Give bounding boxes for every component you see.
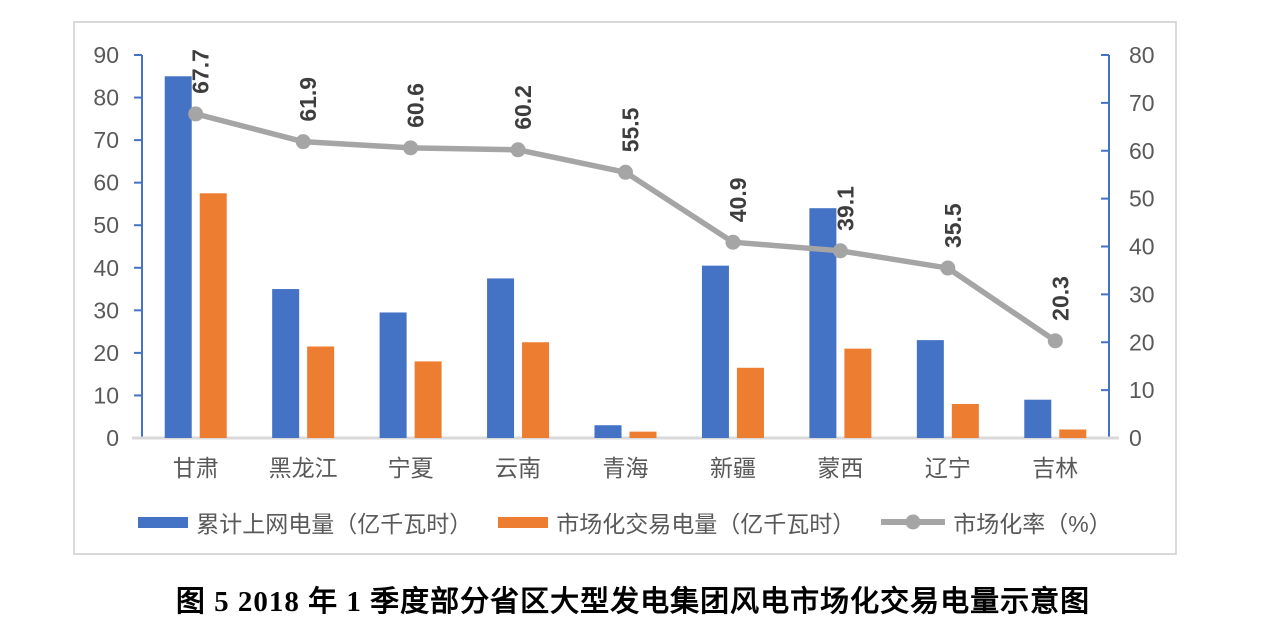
line-marker-5 <box>618 164 633 180</box>
bar-orange-9 <box>1059 429 1087 438</box>
data-label: 20.3 <box>1047 276 1073 321</box>
legend-swatch-blue-bar <box>138 516 189 528</box>
legend-label-marketization-rate: 市场化率（%） <box>953 511 1112 537</box>
bar-orange-1 <box>199 193 227 438</box>
bar-orange-6 <box>736 367 764 438</box>
bar-blue-3 <box>379 312 407 438</box>
figure-caption: 图 5 2018 年 1 季度部分省区大型发电集团风电市场化交易电量示意图 <box>175 586 1091 618</box>
data-label: 39.1 <box>832 186 858 231</box>
right-axis-tick-label: 40 <box>1129 234 1155 260</box>
bar-orange-5 <box>629 431 657 438</box>
bar-orange-4 <box>522 342 550 438</box>
right-axis-tick-label: 0 <box>1129 425 1142 451</box>
category-label: 宁夏 <box>388 455 434 481</box>
left-axis-tick-label: 70 <box>93 127 119 153</box>
line-marker-4 <box>510 142 526 158</box>
category-label: 黑龙江 <box>269 455 338 481</box>
legend-swatch-gray-line-marker <box>881 514 946 530</box>
data-label: 61.9 <box>295 77 321 122</box>
category-label: 甘肃 <box>173 455 219 481</box>
legend-item-market-traded-energy: 市场化交易电量（亿千瓦时） <box>498 505 855 539</box>
data-label: 60.6 <box>403 83 429 128</box>
right-axis-tick-label: 50 <box>1129 186 1155 212</box>
right-axis-tick-label: 70 <box>1129 90 1155 116</box>
right-axis-tick-label: 30 <box>1129 281 1155 307</box>
right-axis-tick-label: 10 <box>1129 377 1155 403</box>
legend-swatch-orange-bar <box>498 516 549 528</box>
left-axis-tick-label: 50 <box>93 212 119 238</box>
category-label: 辽宁 <box>925 455 971 481</box>
left-axis-tick-label: 60 <box>93 170 119 196</box>
chart-frame: 0 10 20 30 40 50 60 70 80 90 0 10 20 30 40 50 60 70 80 甘肃 黑龙… <box>73 21 1177 555</box>
left-axis-tick-label: 80 <box>93 85 119 111</box>
left-axis-tick-label: 30 <box>93 297 119 323</box>
bar-blue-7 <box>809 208 837 438</box>
data-label: 55.5 <box>618 107 644 152</box>
category-label: 蒙西 <box>817 455 863 481</box>
right-axis-tick-label: 60 <box>1129 138 1155 164</box>
data-label: 67.7 <box>188 49 214 94</box>
bar-blue-9 <box>1024 399 1052 438</box>
left-axis-tick-label: 0 <box>106 425 119 451</box>
left-axis-tick-label: 20 <box>93 340 119 366</box>
chart-legend: 累计上网电量（亿千瓦时） 市场化交易电量（亿千瓦时） 市场化率（%） <box>75 505 1175 539</box>
legend-item-marketization-rate: 市场化率（%） <box>881 505 1112 539</box>
right-axis-tick-label: 80 <box>1129 42 1155 68</box>
data-label: 35.5 <box>940 203 966 248</box>
right-axis-tick-label: 20 <box>1129 329 1155 355</box>
left-axis-tick-label: 90 <box>93 42 119 68</box>
bar-blue-8 <box>916 340 944 438</box>
line-marker-7 <box>832 243 848 259</box>
line-marker-3 <box>403 140 419 156</box>
bar-blue-4 <box>487 278 515 438</box>
bar-orange-3 <box>414 361 442 438</box>
bar-orange-2 <box>307 346 335 438</box>
line-marker-8 <box>940 260 956 276</box>
bar-orange-8 <box>951 403 979 438</box>
legend-item-cumulative-grid-energy: 累计上网电量（亿千瓦时） <box>138 505 472 539</box>
line-marker-6 <box>725 234 741 250</box>
category-label: 云南 <box>495 455 541 481</box>
bar-orange-7 <box>844 348 872 438</box>
bar-blue-5 <box>594 425 622 438</box>
left-axis-tick-label: 10 <box>93 382 119 408</box>
category-label: 吉林 <box>1032 455 1078 481</box>
left-axis-tick-label: 40 <box>93 255 119 281</box>
line-marker-9 <box>1047 333 1063 349</box>
category-label: 青海 <box>603 455 649 481</box>
bar-blue-6 <box>701 265 729 438</box>
category-label: 新疆 <box>710 455 756 481</box>
bar-blue-2 <box>272 289 300 438</box>
line-marker-2 <box>295 134 311 150</box>
data-label: 40.9 <box>725 177 751 222</box>
legend-label-market-traded-energy: 市场化交易电量（亿千瓦时） <box>556 511 856 537</box>
legend-label-cumulative-grid-energy: 累计上网电量（亿千瓦时） <box>196 511 473 537</box>
combo-chart: 0 10 20 30 40 50 60 70 80 90 0 10 20 30 40 50 60 70 80 甘肃 黑龙… <box>93 42 1155 481</box>
bar-blue-1 <box>164 76 192 439</box>
line-marker-1 <box>188 106 204 122</box>
data-label: 60.2 <box>510 85 536 130</box>
